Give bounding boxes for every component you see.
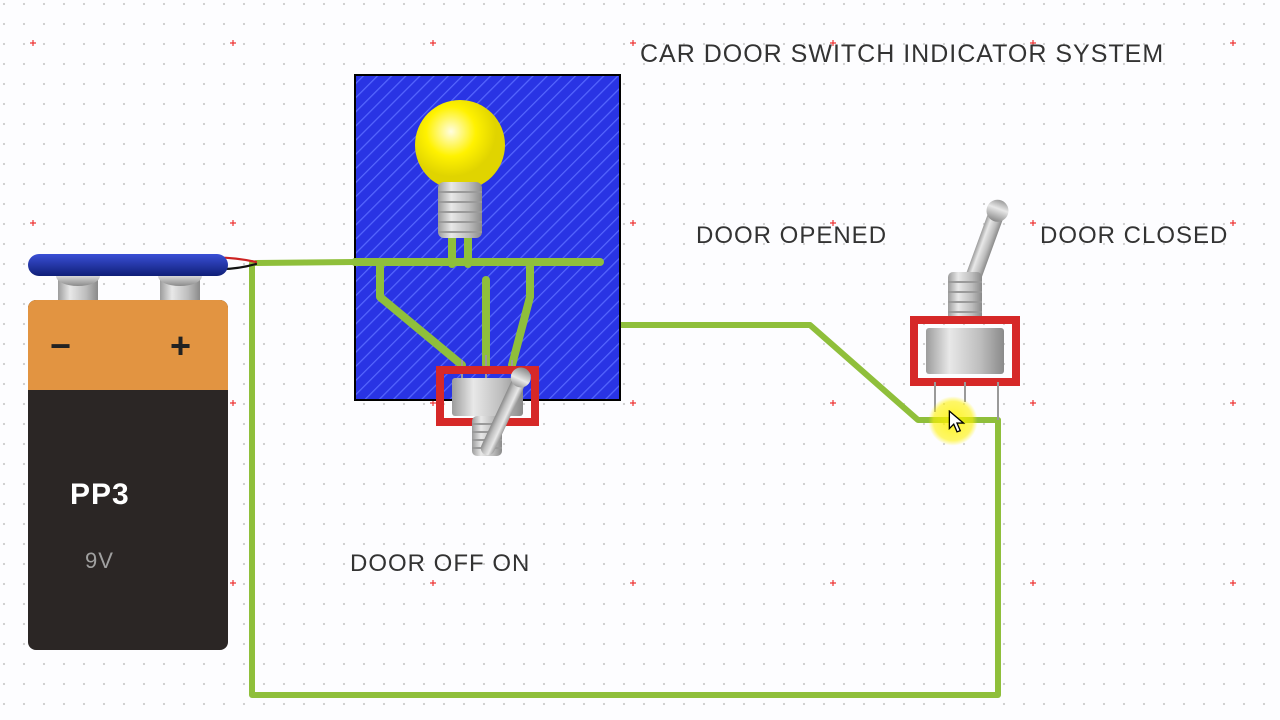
diagram-title: CAR DOOR SWITCH INDICATOR SYSTEM [640,40,1164,69]
battery-label-main: PP3 [70,478,130,512]
battery-label-voltage: 9V [85,548,114,574]
label-door-closed: DOOR CLOSED [1040,222,1228,250]
battery-minus: − [50,325,72,367]
diagram-canvas: CAR DOOR SWITCH INDICATOR SYSTEM DOOR OP… [0,0,1280,720]
label-door-off-on: DOOR OFF ON [350,550,530,578]
label-door-opened: DOOR OPENED [696,222,887,250]
battery-plus: + [170,325,192,367]
